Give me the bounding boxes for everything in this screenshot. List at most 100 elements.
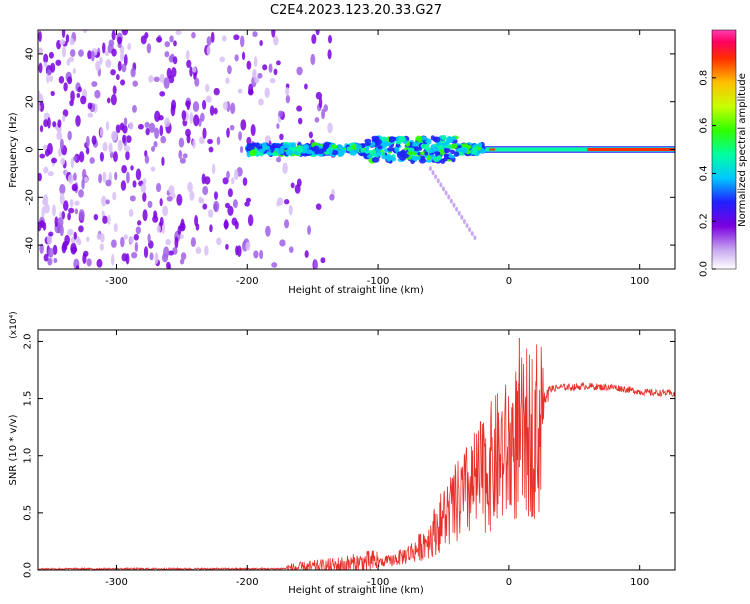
noise-speck bbox=[288, 204, 293, 216]
noise-speck bbox=[105, 179, 112, 187]
noise-speck bbox=[43, 119, 49, 128]
noise-speck bbox=[112, 151, 118, 163]
noise-speck bbox=[206, 45, 211, 56]
trace-speck bbox=[439, 182, 443, 188]
noise-speck bbox=[39, 101, 45, 112]
noise-speck bbox=[314, 117, 320, 123]
signal-blob bbox=[443, 148, 451, 153]
noise-speck bbox=[140, 183, 147, 193]
signal-blob bbox=[267, 151, 272, 157]
x-tick-label: -200 bbox=[236, 577, 259, 588]
noise-speck bbox=[149, 252, 154, 261]
noise-speck bbox=[168, 250, 174, 256]
noise-speck bbox=[225, 243, 229, 250]
noise-speck bbox=[327, 122, 333, 134]
noise-speck bbox=[123, 54, 128, 67]
noise-speck bbox=[248, 83, 254, 95]
signal-blob bbox=[364, 141, 372, 146]
x-tick-label: -300 bbox=[105, 276, 128, 287]
noise-speck bbox=[134, 241, 139, 253]
noise-speck bbox=[100, 233, 105, 243]
noise-speck bbox=[308, 131, 313, 139]
noise-speck bbox=[253, 250, 259, 259]
noise-speck bbox=[237, 88, 243, 94]
noise-speck bbox=[311, 34, 317, 45]
noise-speck bbox=[39, 219, 45, 229]
noise-speck bbox=[121, 164, 128, 174]
noise-speck bbox=[192, 139, 196, 149]
noise-speck bbox=[259, 40, 263, 46]
noise-speck bbox=[153, 210, 158, 219]
noise-speck bbox=[213, 191, 218, 200]
noise-speck bbox=[85, 146, 90, 155]
noise-speck bbox=[96, 233, 102, 240]
noise-speck bbox=[38, 30, 42, 42]
noise-speck bbox=[150, 166, 156, 172]
noise-speck bbox=[205, 95, 212, 103]
noise-speck bbox=[290, 182, 295, 189]
noise-speck bbox=[161, 253, 169, 263]
noise-speck bbox=[221, 35, 227, 42]
y-tick-label: 0.0 bbox=[23, 562, 34, 578]
noise-speck bbox=[178, 137, 185, 148]
noise-speck bbox=[110, 254, 115, 266]
noise-speck bbox=[101, 195, 107, 207]
noise-speck bbox=[282, 162, 288, 175]
noise-speck bbox=[164, 117, 171, 128]
noise-speck bbox=[74, 200, 80, 206]
noise-speck bbox=[246, 136, 252, 146]
trace-speck bbox=[468, 227, 472, 233]
spectrogram-y-ticks: -40 -20 0 20 40 bbox=[25, 48, 675, 253]
noise-speck bbox=[95, 60, 101, 72]
spectrogram-x-label: Height of straight line (km) bbox=[288, 285, 424, 296]
y-tick-label: -20 bbox=[25, 189, 36, 205]
noise-speck bbox=[53, 257, 58, 264]
noise-speck bbox=[43, 61, 48, 68]
noise-speck bbox=[106, 97, 111, 104]
noise-speck bbox=[39, 125, 44, 133]
noise-speck bbox=[137, 220, 142, 226]
trace-speck bbox=[460, 214, 464, 220]
noise-speck bbox=[47, 171, 54, 177]
noise-speck bbox=[320, 257, 326, 264]
noise-speck bbox=[160, 135, 167, 144]
noise-speck bbox=[49, 75, 54, 82]
noise-speck bbox=[165, 238, 171, 246]
noise-speck bbox=[108, 142, 113, 154]
noise-speck bbox=[52, 244, 58, 256]
signal-blob bbox=[387, 146, 395, 152]
noise-speck bbox=[186, 59, 192, 69]
spectrogram-y-label: Frequency (Hz) bbox=[8, 112, 19, 188]
signal-blob bbox=[433, 151, 441, 155]
signal-blob bbox=[296, 146, 304, 153]
noise-speck bbox=[59, 138, 64, 150]
noise-speck bbox=[132, 80, 138, 87]
noise-speck bbox=[296, 178, 302, 187]
noise-speck bbox=[238, 131, 243, 141]
noise-speck bbox=[42, 198, 48, 206]
noise-speck bbox=[143, 246, 149, 259]
noise-speck bbox=[48, 51, 54, 59]
noise-speck bbox=[135, 168, 142, 181]
snr-y-ticks: 0.0 0.5 1.0 1.5 2.0 bbox=[23, 333, 675, 578]
noise-speck bbox=[153, 140, 158, 148]
signal-blob bbox=[398, 135, 406, 142]
noise-speck bbox=[105, 199, 110, 205]
noise-speck bbox=[99, 56, 103, 65]
noise-speck bbox=[67, 76, 73, 85]
noise-speck bbox=[51, 157, 58, 164]
snr-scale-label: (x10⁴) bbox=[9, 311, 19, 338]
noise-speck bbox=[86, 258, 92, 267]
noise-speck bbox=[240, 119, 247, 131]
trace-speck bbox=[441, 186, 445, 192]
noise-speck bbox=[147, 233, 151, 243]
signal-blob bbox=[375, 151, 382, 157]
noise-speck bbox=[91, 135, 97, 145]
noise-speck bbox=[78, 189, 84, 198]
trace-speck bbox=[444, 190, 448, 196]
x-tick-label: 0 bbox=[506, 577, 512, 588]
noise-speck bbox=[114, 171, 118, 181]
noise-speck bbox=[202, 99, 207, 110]
noise-speck bbox=[175, 30, 182, 36]
noise-speck bbox=[62, 200, 69, 211]
